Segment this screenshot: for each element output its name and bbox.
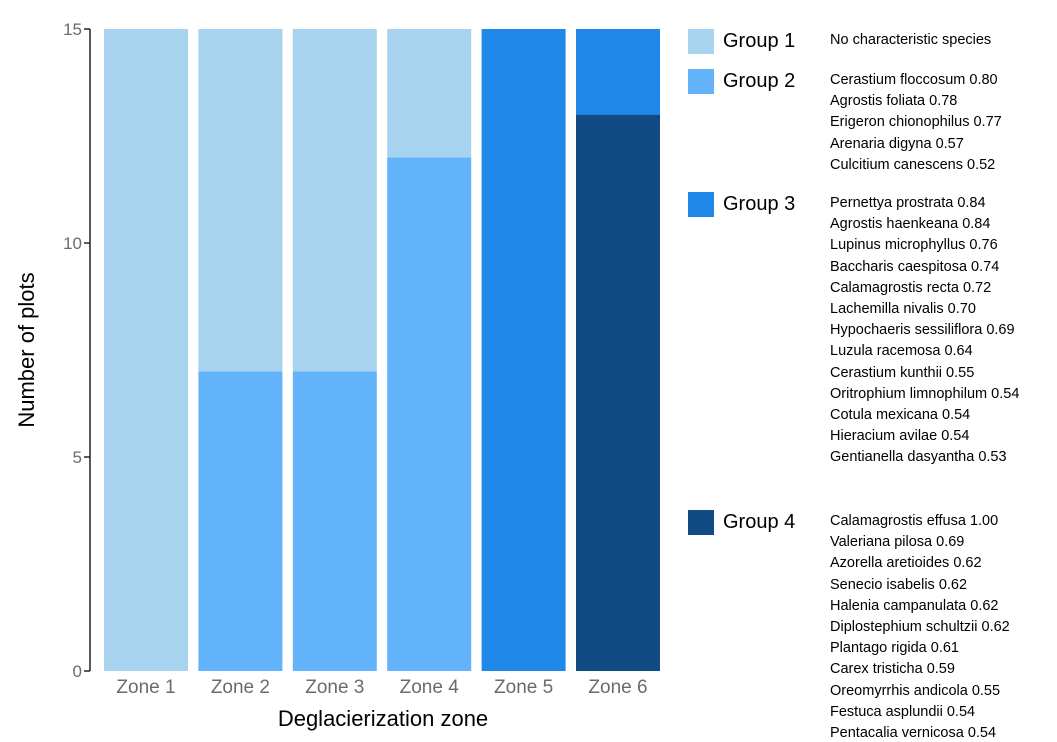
- species-entry: Oritrophium limnophilum 0.54: [830, 385, 1020, 402]
- bars-layer: [104, 29, 660, 672]
- species-entry: Calamagrostis effusa 1.00: [830, 513, 999, 529]
- legend-label-group-2: Group 2: [723, 70, 796, 92]
- species-entry: Gentianella dasyantha 0.53: [830, 449, 1007, 466]
- species-entry: Oreomyrrhis andicola 0.55: [830, 682, 1001, 699]
- species-entry: Carex tristicha 0.59: [830, 661, 955, 678]
- y-tick-label: 5: [73, 448, 82, 467]
- species-entry: Agrostis foliata 0.78: [830, 93, 958, 110]
- x-tick-label: Zone 6: [588, 677, 647, 698]
- bar-zone-4-group-2: [387, 157, 472, 671]
- axes-layer: Zone 1 Zone 2 Zone 3 Zone 4 Zone 5 Zone 6 0 5 10…: [14, 20, 648, 731]
- legend-label-group-1: Group 1: [723, 30, 796, 52]
- species-entry: No characteristic species: [830, 32, 992, 48]
- legend-label-group-3: Group 3: [723, 193, 796, 215]
- x-tick-label: Zone 3: [305, 677, 364, 698]
- species-entry: Pentacalia vernicosa 0.54: [830, 725, 997, 741]
- species-entry: Erigeron chionophilus 0.77: [830, 114, 1002, 131]
- species-entry: Agrostis haenkeana 0.84: [830, 216, 991, 233]
- species-entry: Culcitium canescens 0.52: [830, 156, 996, 173]
- species-entry: Hypochaeris sessiliflora 0.69: [830, 322, 1015, 339]
- species-entry: Lupinus microphyllus 0.76: [830, 237, 998, 254]
- legend-swatch-group-1: [688, 29, 714, 54]
- legend-swatch-group-3: [688, 192, 714, 217]
- species-entry: Plantago rigida 0.61: [830, 640, 959, 657]
- species-entry: Cerastium kunthii 0.55: [830, 364, 975, 381]
- species-entry: Cerastium floccosum 0.80: [830, 72, 998, 88]
- bar-zone-1-group-1: [104, 29, 188, 671]
- species-entry: Lachemilla nivalis 0.70: [830, 301, 976, 317]
- y-axis-title: Number of plots: [14, 272, 39, 427]
- x-tick-label: Zone 4: [400, 677, 460, 698]
- x-tick-label: Zone 1: [116, 677, 175, 698]
- species-entry: Valeriana pilosa 0.69: [830, 534, 965, 551]
- species-entry: Festuca asplundii 0.54: [830, 703, 976, 720]
- species-entry: Calamagrostis recta 0.72: [830, 279, 992, 296]
- bar-zone-2-group-1: [198, 29, 283, 372]
- species-entry: Halenia campanulata 0.62: [830, 597, 999, 614]
- species-entry: Hieracium avilae 0.54: [830, 428, 970, 445]
- x-axis-title: Deglacierization zone: [278, 706, 488, 731]
- species-entry: Baccharis caespitosa 0.74: [830, 258, 1000, 275]
- legend-swatch-group-4: [688, 510, 714, 535]
- y-tick-label: 0: [73, 662, 82, 681]
- species-entry: Cotula mexicana 0.54: [830, 407, 971, 423]
- legend-label-group-4: Group 4: [723, 511, 796, 533]
- bar-zone-3-group-1: [292, 29, 377, 372]
- bar-zone-6-group-4: [576, 114, 660, 672]
- bar-zone-3-group-2: [292, 371, 377, 671]
- species-entry: Diplostephium schultzii 0.62: [830, 619, 1010, 635]
- bar-zone-4-group-1: [387, 29, 472, 158]
- bar-zone-6-group-3: [576, 29, 660, 115]
- x-tick-label: Zone 2: [211, 677, 270, 698]
- species-entry: Azorella aretioides 0.62: [830, 555, 982, 572]
- species-entry: Senecio isabelis 0.62: [830, 576, 968, 593]
- y-tick-label: 10: [63, 234, 82, 253]
- bar-zone-5-group-3: [481, 29, 566, 671]
- x-tick-label: Zone 5: [494, 677, 553, 698]
- bar-zone-2-group-2: [198, 371, 283, 671]
- species-entry: Pernettya prostrata 0.84: [830, 195, 986, 211]
- species-entry: Luzula racemosa 0.64: [830, 343, 973, 360]
- species-entry: Arenaria digyna 0.57: [830, 135, 964, 152]
- y-tick-label: 15: [63, 20, 82, 39]
- legend-swatch-group-2: [688, 69, 714, 94]
